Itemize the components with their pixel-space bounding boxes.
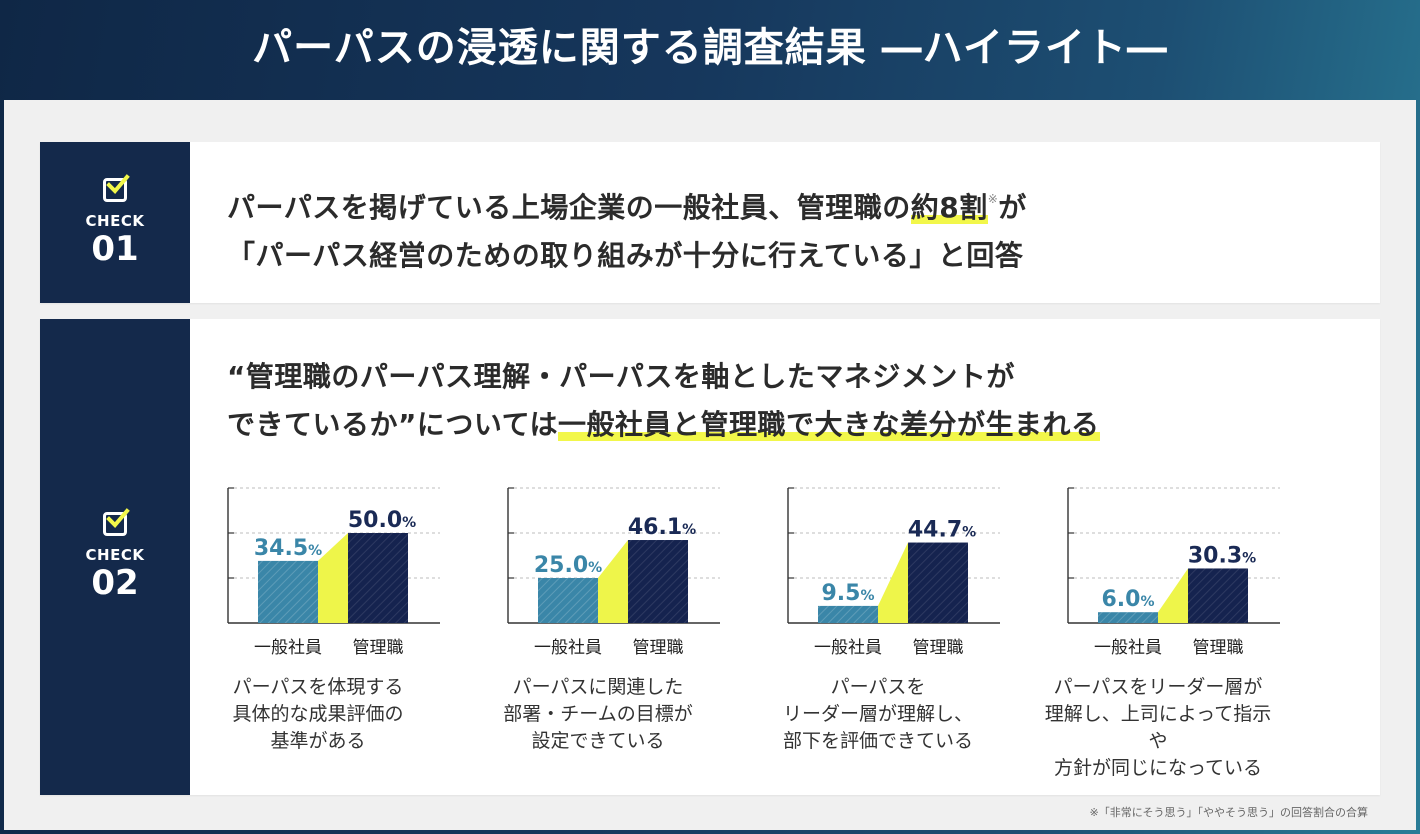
chart-4: 6.0% 30.3% 一般社員 管理職 bbox=[1062, 482, 1282, 671]
caption-line: 部署・チームの目標が bbox=[503, 703, 693, 725]
value-label-general: 25.0% bbox=[534, 553, 602, 578]
category-label: 管理職 bbox=[353, 638, 404, 658]
bar-general bbox=[1098, 612, 1158, 623]
checkbox-icon bbox=[103, 508, 130, 536]
checkbox-icon bbox=[103, 173, 130, 202]
bar-general bbox=[818, 605, 878, 623]
caption-line: パーパスをリーダー層が bbox=[1053, 676, 1263, 698]
caption-line: 基準がある bbox=[270, 730, 366, 752]
chart-4-caption: パーパスをリーダー層が理解し、上司によって指示や方針が同じになっている bbox=[1038, 674, 1278, 782]
footnote-mark: ※ bbox=[987, 192, 999, 206]
check-number: 02 bbox=[91, 563, 139, 603]
chart-3: 9.5% 44.7% 一般社員 管理職 bbox=[782, 482, 1002, 671]
highlight-text: 一般社員と管理職で大きな差分が生まれる bbox=[558, 408, 1100, 441]
highlight-text: 約8割 bbox=[910, 191, 988, 224]
check-02-sidebar: CHECK 02 bbox=[40, 319, 190, 795]
check-label: CHECK bbox=[85, 546, 145, 564]
check-01-card: CHECK 01 パーパスを掲げている上場企業の一般社員、管理職の約8割※が 「… bbox=[40, 142, 1380, 303]
page-title: パーパスの浸透に関する調査結果 ―ハイライト― bbox=[252, 25, 1168, 71]
bar-general bbox=[258, 560, 318, 623]
value-label-general: 34.5% bbox=[254, 536, 322, 561]
bar-manager bbox=[348, 533, 408, 623]
headline-text: できているか”については bbox=[227, 408, 559, 441]
connector-band bbox=[878, 542, 908, 623]
check-01-sidebar: CHECK 01 bbox=[40, 142, 190, 303]
footnote: ※「非常にそう思う」「ややそう思う」の回答割合の合算 bbox=[1089, 806, 1369, 819]
value-label-manager: 44.7% bbox=[908, 518, 976, 543]
connector-band bbox=[598, 540, 628, 623]
caption-line: 方針が同じになっている bbox=[1053, 757, 1263, 779]
category-label: 管理職 bbox=[1193, 638, 1244, 658]
bar-general bbox=[538, 578, 598, 623]
caption-line: 部下を評価できている bbox=[782, 730, 973, 752]
value-label-manager: 46.1% bbox=[628, 515, 696, 540]
category-label: 一般社員 bbox=[254, 638, 322, 658]
chart-1: 34.5% 50.0% 一般社員 管理職 bbox=[222, 482, 442, 671]
category-label: 管理職 bbox=[913, 638, 964, 658]
caption-line: パーパスに関連した bbox=[512, 676, 684, 698]
headline-line-1: “管理職のパーパス理解・パーパスを軸としたマネジメントが bbox=[227, 360, 1015, 393]
caption-line: パーパスを体現する bbox=[232, 676, 404, 698]
unit-label: % bbox=[1140, 594, 1154, 610]
category-label: 一般社員 bbox=[534, 638, 602, 658]
caption-line: 具体的な成果評価の bbox=[232, 703, 404, 725]
unit-label: % bbox=[1242, 550, 1256, 566]
bar-manager bbox=[1188, 568, 1248, 623]
bar-manager bbox=[628, 540, 688, 623]
bar-manager bbox=[908, 542, 968, 623]
connector-band bbox=[318, 533, 348, 623]
value-label-manager: 30.3% bbox=[1188, 543, 1256, 568]
chart-2: 25.0% 46.1% 一般社員 管理職 bbox=[502, 482, 722, 671]
chart-2-caption: パーパスに関連した 部署・チームの目標が 設定できている bbox=[478, 674, 718, 755]
check-number: 01 bbox=[91, 228, 139, 269]
unit-label: % bbox=[402, 515, 416, 531]
headline-line-2: 「パーパス経営のための取り組みが十分に行えている」と回答 bbox=[227, 239, 1024, 272]
category-label: 一般社員 bbox=[1094, 638, 1162, 658]
unit-label: % bbox=[860, 588, 874, 604]
unit-label: % bbox=[682, 522, 696, 538]
caption-line: 理解し、上司によって指示や bbox=[1044, 703, 1272, 752]
unit-label: % bbox=[962, 525, 976, 541]
check-01-headline: パーパスを掲げている上場企業の一般社員、管理職の約8割※が 「パーパス経営のため… bbox=[227, 175, 1027, 280]
unit-label: % bbox=[308, 543, 322, 559]
value-label-general: 6.0% bbox=[1101, 587, 1154, 612]
check-02-card: CHECK 02 “管理職のパーパス理解・パーパスを軸としたマネジメントが でき… bbox=[40, 319, 1380, 795]
headline-line-1: パーパスを掲げている上場企業の一般社員、管理職の約8割※が bbox=[227, 175, 1027, 232]
value-label-general: 9.5% bbox=[821, 581, 874, 606]
headline-line-2: できているか”については一般社員と管理職で大きな差分が生まれる bbox=[227, 401, 1100, 449]
headline-text: が bbox=[998, 191, 1027, 224]
value-label-manager: 50.0% bbox=[348, 508, 416, 533]
caption-line: パーパスを bbox=[830, 676, 926, 698]
headline-text: パーパスを掲げている上場企業の一般社員、管理職の bbox=[227, 191, 911, 224]
check-label: CHECK bbox=[85, 211, 145, 230]
connector-band bbox=[1158, 568, 1188, 623]
caption-line: リーダー層が理解し、 bbox=[782, 703, 973, 725]
caption-line: 設定できている bbox=[531, 730, 665, 752]
unit-label: % bbox=[588, 560, 602, 576]
category-label: 管理職 bbox=[633, 638, 684, 658]
chart-1-caption: パーパスを体現する 具体的な成果評価の 基準がある bbox=[198, 674, 438, 755]
category-label: 一般社員 bbox=[814, 638, 882, 658]
chart-3-caption: パーパスをリーダー層が理解し、 部下を評価できている bbox=[758, 674, 998, 755]
check-02-headline: “管理職のパーパス理解・パーパスを軸としたマネジメントが できているか”について… bbox=[227, 353, 1100, 449]
